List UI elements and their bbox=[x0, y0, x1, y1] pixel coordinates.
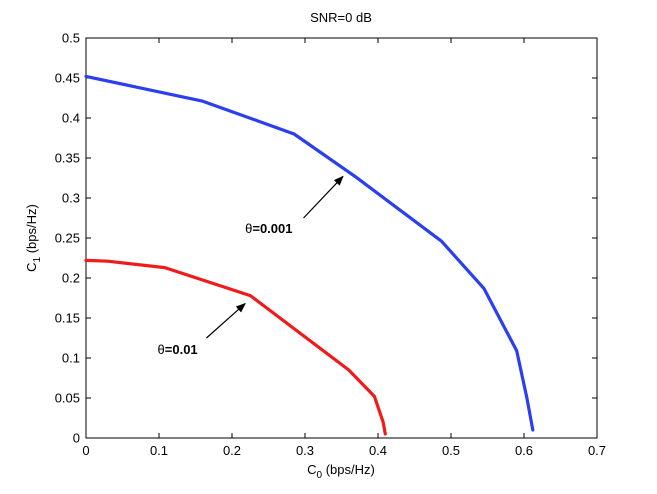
plot-frame bbox=[85, 37, 598, 439]
chart-title: SNR=0 dB bbox=[310, 10, 372, 25]
x-axis-ticks: 0 0.1 0.2 0.3 0.4 0.5 0.6 0.7 bbox=[82, 38, 606, 458]
x-axis-label-sub: 0 bbox=[317, 470, 323, 481]
y-tick-label: 0 bbox=[73, 431, 80, 446]
y-tick-label: 0.4 bbox=[62, 111, 80, 126]
series-line-1 bbox=[84, 74, 535, 432]
x-axis-label: C0 (bps/Hz) bbox=[307, 462, 375, 481]
y-tick-label: 0.05 bbox=[55, 391, 80, 406]
y-axis-label-sub: 1 bbox=[32, 256, 43, 262]
annotation-arrow-2 bbox=[206, 302, 246, 339]
x-tick-label: 0.7 bbox=[588, 443, 606, 458]
annotation-value: =0.001 bbox=[252, 221, 292, 236]
series-layer bbox=[84, 74, 535, 436]
y-axis-ticks: 0 0.05 0.1 0.15 0.2 0.25 0.3 0.35 0.4 0.45 0.5 bbox=[55, 31, 597, 446]
y-tick-label: 0.3 bbox=[62, 191, 80, 206]
y-axis-label: C1 (bps/Hz) bbox=[24, 204, 43, 272]
x-tick-label: 0.4 bbox=[369, 443, 387, 458]
x-tick-label: 0.3 bbox=[296, 443, 314, 458]
y-tick-label: 0.1 bbox=[62, 351, 80, 366]
annotation-label-2: θ=0.01 bbox=[158, 342, 198, 357]
y-tick-label: 0.5 bbox=[62, 31, 80, 46]
y-axis-label-base: C bbox=[24, 262, 39, 271]
annotation-label-1: θ=0.001 bbox=[245, 221, 292, 236]
y-tick-label: 0.45 bbox=[55, 71, 80, 86]
x-tick-label: 0.2 bbox=[223, 443, 241, 458]
x-axis-label-rest: (bps/Hz) bbox=[322, 462, 375, 477]
x-tick-label: 0.1 bbox=[150, 443, 168, 458]
annotation-theta: θ bbox=[245, 221, 252, 236]
x-tick-label: 0 bbox=[82, 443, 89, 458]
x-axis-label-base: C bbox=[307, 462, 316, 477]
annotation-value: =0.01 bbox=[165, 342, 198, 357]
annotation-theta: θ bbox=[158, 342, 165, 357]
y-axis-label-rest: (bps/Hz) bbox=[24, 204, 39, 257]
series-line-2 bbox=[84, 258, 387, 436]
x-tick-label: 0.6 bbox=[515, 443, 533, 458]
y-tick-label: 0.15 bbox=[55, 311, 80, 326]
y-tick-label: 0.35 bbox=[55, 151, 80, 166]
y-tick-label: 0.2 bbox=[62, 271, 80, 286]
x-tick-label: 0.5 bbox=[442, 443, 460, 458]
y-tick-label: 0.25 bbox=[55, 231, 80, 246]
annotation-arrow-1 bbox=[303, 175, 344, 219]
